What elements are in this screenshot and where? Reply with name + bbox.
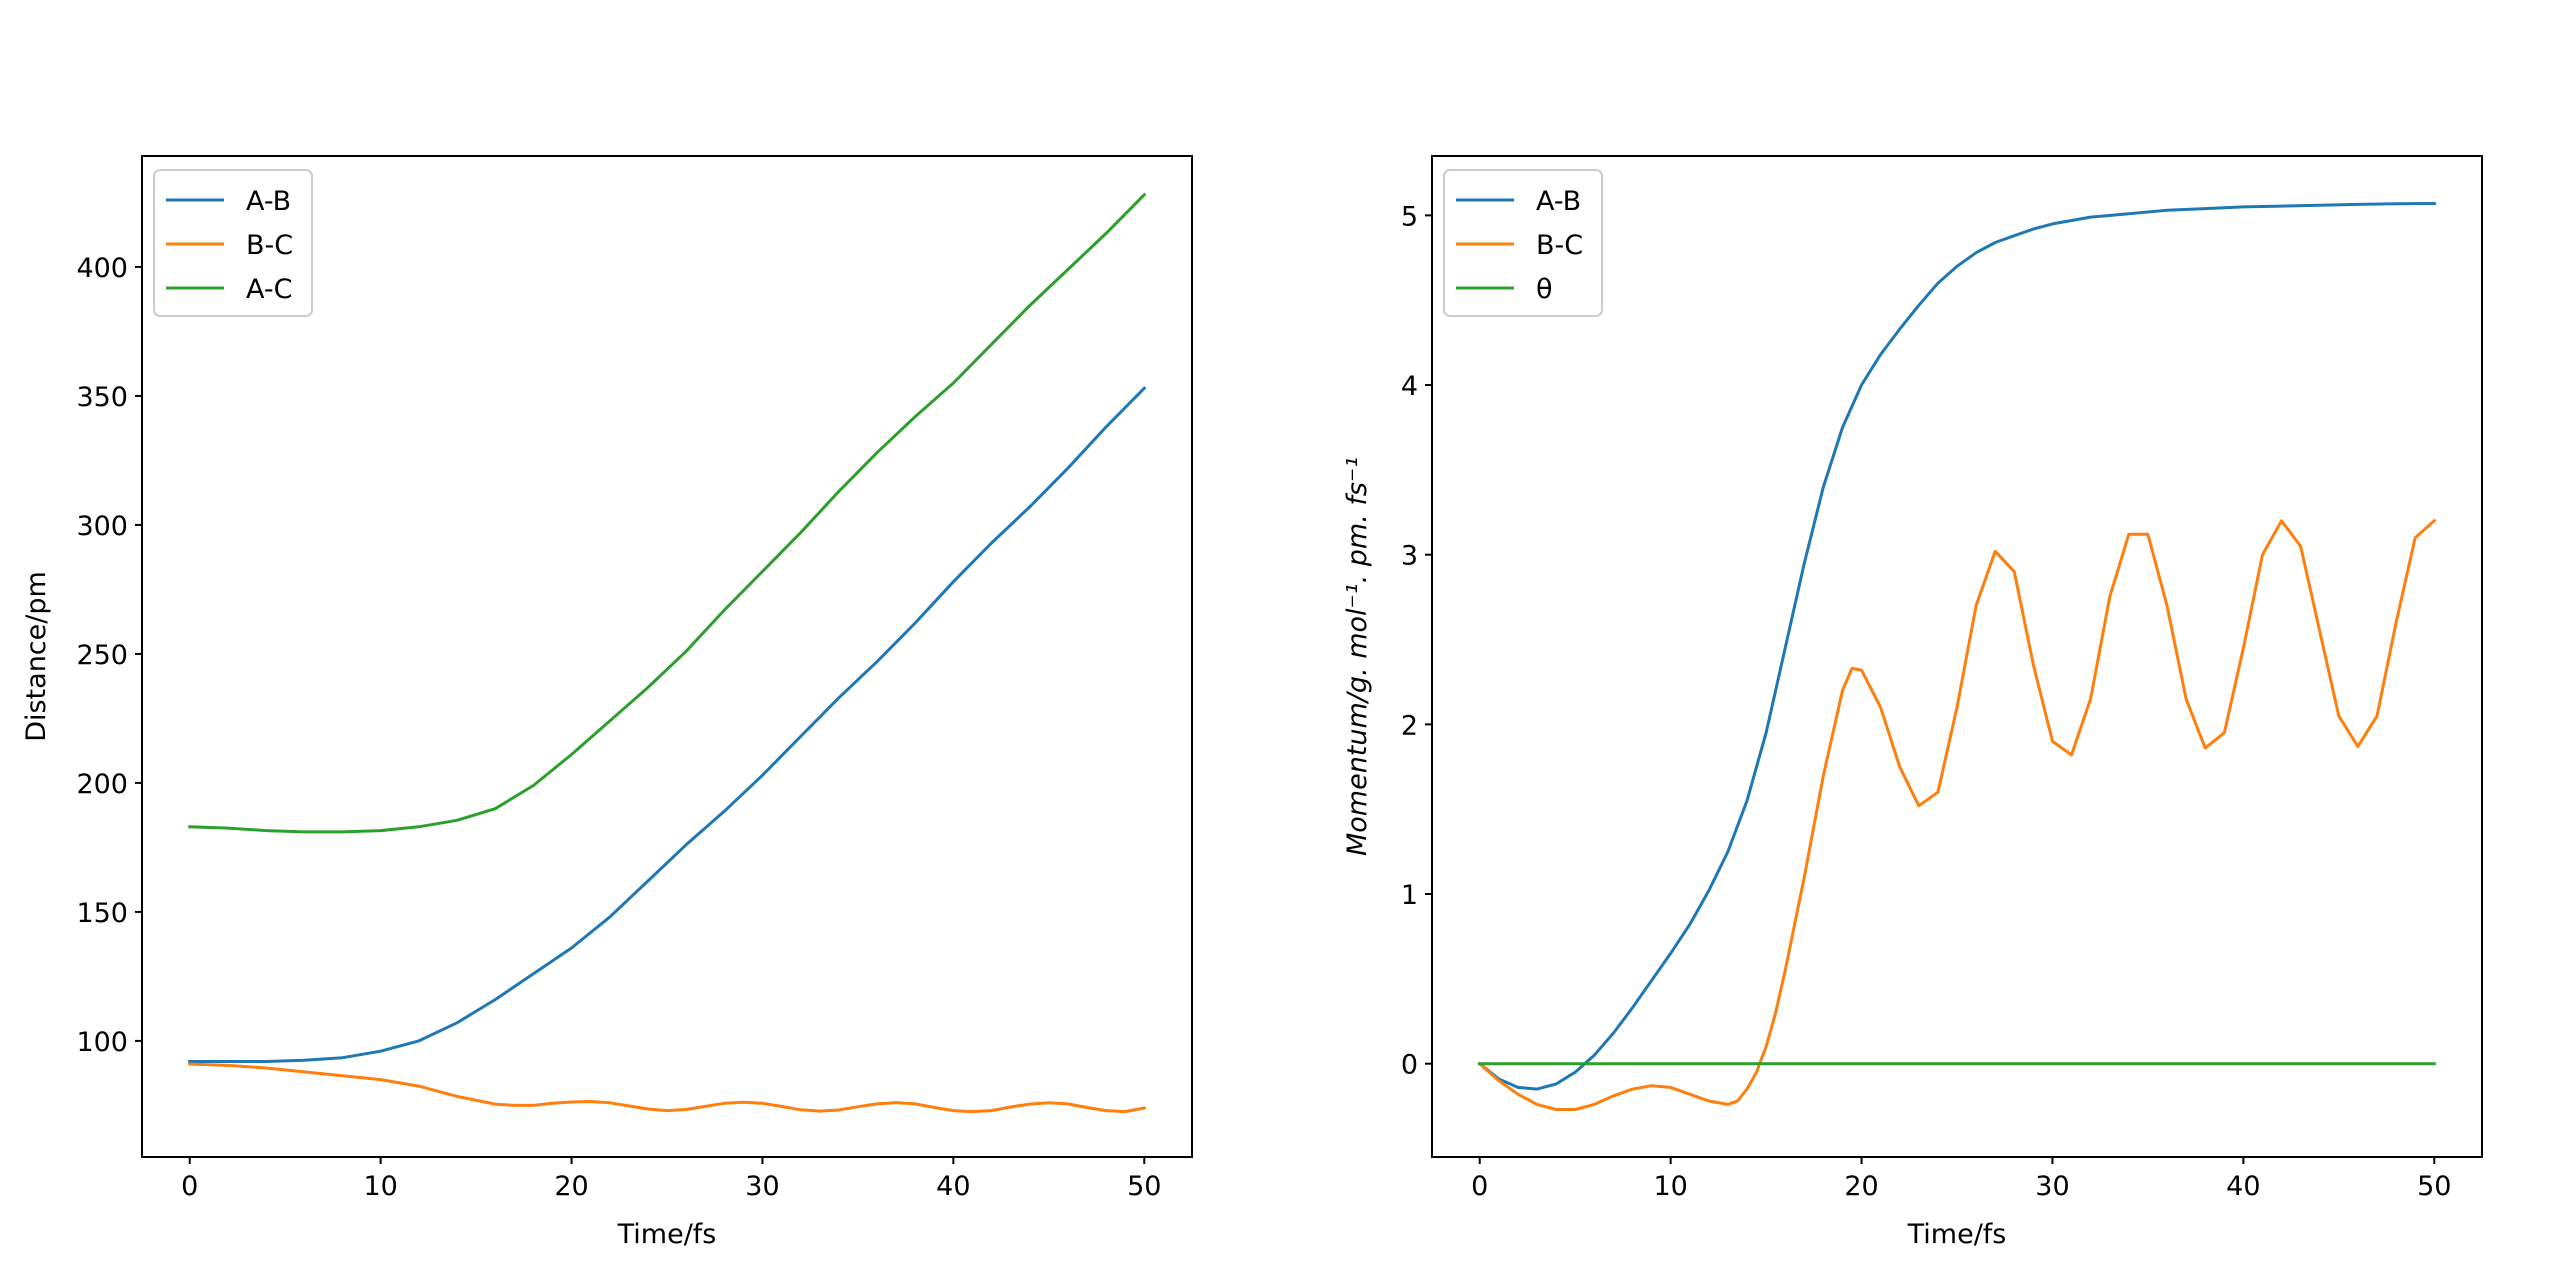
- chart-left-series-line-A-B: [188, 386, 1147, 1063]
- chart-right-ytick-label: 1: [1401, 880, 1418, 911]
- chart-right-series-line-B-C: [1477, 518, 2437, 1111]
- chart-left-ytick-label: 100: [76, 1027, 128, 1058]
- chart-left-xtick-label: 0: [181, 1171, 198, 1202]
- chart-right-legend-label: B-C: [1536, 230, 1583, 261]
- chart-left-ytick-label: 250: [76, 640, 128, 671]
- chart-right-ytick-label: 2: [1401, 710, 1418, 741]
- chart-left-series: [188, 192, 1147, 1114]
- chart-right-series-line-A-B: [1477, 201, 2436, 1091]
- chart-left-xtick-label: 30: [745, 1171, 779, 1202]
- chart-left-xlabel: Time/fs: [617, 1219, 717, 1250]
- chart-right-legend-label: A-B: [1536, 186, 1581, 217]
- chart-right-axes-frame: [1431, 155, 2483, 1158]
- chart-right-xtick-label: 20: [1844, 1171, 1878, 1202]
- chart-left-ylabel: Distance/pm: [21, 571, 52, 742]
- chart-right-xtick-label: 30: [2035, 1171, 2069, 1202]
- chart-left-xtick-label: 50: [1127, 1171, 1161, 1202]
- chart-left-legend-label: A-C: [246, 274, 292, 305]
- chart-right-ylabel: Momentum/g. mol⁻¹. pm. fs⁻¹: [1342, 457, 1373, 856]
- chart-left-xtick-label: 40: [936, 1171, 970, 1202]
- chart-left-legend-box: [153, 169, 313, 317]
- chart-left-series-line-B-C: [188, 1062, 1147, 1114]
- chart-left-legend-label: A-B: [246, 186, 291, 217]
- chart-left-axes-frame: [141, 155, 1193, 1158]
- chart-left-ytick-label: 300: [76, 511, 128, 542]
- chart-left: 0 10 20 30 40 50 100 150 200 250 300 350 400 Time/fs D…: [21, 155, 1193, 1250]
- chart-right-ytick-label: 4: [1401, 371, 1418, 402]
- chart-right-series: [1477, 201, 2437, 1111]
- chart-right-xtick-label: 0: [1471, 1171, 1488, 1202]
- chart-right-legend-label: θ: [1536, 274, 1553, 305]
- chart-right-xtick-label: 40: [2226, 1171, 2260, 1202]
- chart-left-legend-label: B-C: [246, 230, 293, 261]
- chart-left-xtick-label: 10: [363, 1171, 397, 1202]
- chart-right-legend: A-B B-C θ: [1443, 169, 1603, 317]
- chart-right: 0 10 20 30 40 50 0 1 2 3 4 5 Time/fs Momentum/g. mol⁻…: [1342, 155, 2483, 1250]
- chart-right-ytick-label: 3: [1401, 541, 1418, 572]
- chart-left-series-line-A-C: [188, 192, 1147, 834]
- chart-right-ytick-label: 0: [1401, 1050, 1418, 1081]
- chart-left-ytick-label: 200: [76, 769, 128, 800]
- chart-right-xtick-label: 10: [1653, 1171, 1687, 1202]
- chart-left-ytick-label: 350: [76, 382, 128, 413]
- chart-right-xlabel: Time/fs: [1907, 1219, 2007, 1250]
- chart-right-ytick-label: 5: [1401, 201, 1418, 232]
- chart-right-xtick-label: 50: [2417, 1171, 2451, 1202]
- chart-left-ytick-label: 150: [76, 898, 128, 929]
- chart-left-ytick-label: 400: [76, 253, 128, 284]
- chart-left-xtick-label: 20: [554, 1171, 588, 1202]
- chart-left-legend: A-B B-C A-C: [153, 169, 313, 317]
- chart-right-legend-box: [1443, 169, 1603, 317]
